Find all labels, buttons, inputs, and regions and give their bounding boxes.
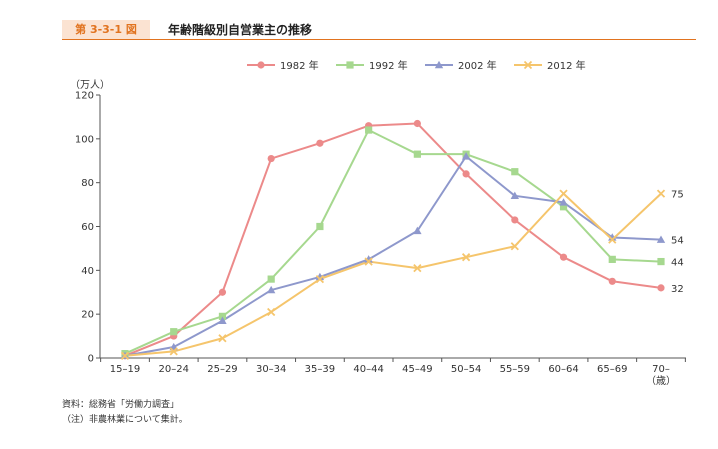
- data-point: [559, 203, 568, 211]
- legend-label: 1992 年: [369, 59, 408, 72]
- y-tick-label: 80: [81, 178, 94, 189]
- end-value-label: 44: [671, 258, 684, 269]
- x-tick-label: 60–64: [548, 364, 578, 375]
- series-line-0: [124, 122, 662, 357]
- legend-label: 1982 年: [280, 59, 319, 72]
- data-point: [413, 119, 421, 128]
- y-tick-label: 100: [75, 134, 94, 145]
- x-tick-label: 50–54: [451, 364, 481, 375]
- data-point: [461, 152, 471, 160]
- data-point: [510, 242, 519, 251]
- end-value-label: 32: [671, 284, 684, 295]
- data-point: [316, 222, 324, 231]
- data-point: [559, 198, 568, 206]
- x-tick-label: 35–39: [305, 364, 335, 375]
- x-tick-label: 45–49: [402, 364, 432, 375]
- data-point: [656, 235, 666, 243]
- source-note: 資料：総務省「労働力調査」: [62, 400, 180, 410]
- figure-title: 年齢階級別自営業主の推移: [168, 23, 313, 37]
- data-point: [657, 284, 665, 292]
- data-point: [316, 139, 324, 147]
- data-point: [413, 226, 422, 235]
- y-axis-label: （万人）: [70, 79, 110, 91]
- series-line-1: [124, 129, 662, 355]
- data-point: [267, 307, 276, 317]
- data-point: [218, 334, 227, 343]
- x-axis-unit-label: （歳）: [646, 375, 676, 387]
- data-point: [267, 154, 275, 163]
- series-line-2: [124, 155, 662, 357]
- end-value-label: 75: [671, 190, 684, 201]
- x-tick-label: 55–59: [500, 364, 530, 375]
- legend-label: 2012 年: [547, 59, 586, 72]
- x-tick-label: 30–34: [256, 364, 286, 375]
- data-point: [315, 274, 325, 284]
- data-point: [364, 257, 373, 266]
- data-point: [523, 60, 533, 70]
- x-tick-label: 70–: [652, 364, 670, 375]
- data-point: [608, 277, 616, 285]
- x-tick-label: 20–24: [159, 364, 189, 375]
- data-point: [170, 328, 178, 336]
- data-point: [267, 275, 275, 283]
- end-value-label: 54: [671, 236, 684, 247]
- data-point: [365, 126, 373, 134]
- data-point: [608, 255, 616, 263]
- data-point: [120, 351, 130, 360]
- data-point: [461, 253, 471, 262]
- footnote: （注）非農林業について集計。: [62, 415, 188, 425]
- figure-number: 第 3-3-1 図: [62, 20, 150, 40]
- y-tick-label: 60: [81, 222, 94, 233]
- data-point: [559, 253, 568, 261]
- data-point: [657, 257, 665, 266]
- figure-header: 第 3-3-1 図 年齢階級別自営業主の推移: [0, 0, 718, 40]
- data-point: [434, 60, 444, 69]
- y-tick-label: 0: [88, 354, 94, 365]
- data-point: [257, 61, 265, 69]
- data-point: [510, 191, 520, 200]
- data-point: [462, 170, 470, 178]
- x-tick-label: 15–19: [110, 364, 140, 375]
- data-point: [218, 312, 227, 320]
- x-tick-label: 65–69: [597, 364, 627, 375]
- data-point: [656, 189, 666, 198]
- data-point: [218, 316, 227, 324]
- data-point: [559, 189, 568, 198]
- x-tick-label: 25–29: [207, 364, 237, 375]
- data-point: [413, 150, 421, 158]
- series-line-3: [124, 192, 662, 357]
- data-point: [169, 347, 178, 356]
- data-point: [608, 235, 617, 244]
- y-tick-label: 120: [75, 91, 94, 102]
- data-point: [346, 61, 354, 69]
- data-point: [511, 168, 519, 176]
- data-point: [266, 285, 276, 294]
- data-point: [511, 216, 519, 224]
- x-tick-label: 40–44: [353, 364, 383, 375]
- data-point: [413, 264, 422, 273]
- y-tick-label: 40: [81, 266, 94, 277]
- data-point: [218, 288, 227, 296]
- header-divider: [62, 39, 696, 40]
- legend-label: 2002 年: [458, 59, 497, 72]
- y-tick-label: 20: [81, 310, 94, 321]
